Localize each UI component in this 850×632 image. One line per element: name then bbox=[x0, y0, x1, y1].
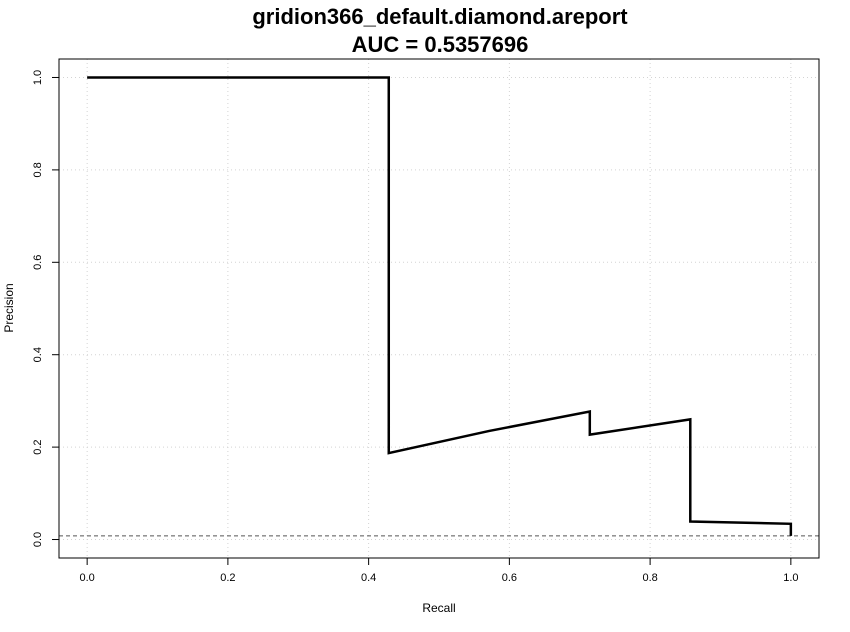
chart-title: gridion366_default.diamond.areport bbox=[252, 4, 628, 29]
x-tick-label: 0.0 bbox=[79, 572, 94, 584]
x-axis: 0.0 0.2 0.4 0.6 0.8 1.0 bbox=[79, 558, 799, 584]
x-tick-label: 0.4 bbox=[361, 572, 376, 584]
x-tick-label: 1.0 bbox=[783, 572, 798, 584]
y-tick-label: 0.2 bbox=[32, 439, 44, 454]
x-axis-label: Recall bbox=[422, 601, 455, 615]
y-tick-label: 0.8 bbox=[32, 162, 44, 177]
y-tick-label: 1.0 bbox=[32, 70, 44, 85]
x-tick-label: 0.6 bbox=[502, 572, 517, 584]
series-layer bbox=[87, 76, 793, 536]
y-axis: 0.0 0.2 0.4 0.6 0.8 1.0 bbox=[32, 70, 59, 547]
y-axis-label: Precision bbox=[2, 283, 16, 332]
y-tick-label: 0.0 bbox=[32, 532, 44, 547]
y-tick-label: 0.6 bbox=[32, 255, 44, 270]
grid bbox=[59, 59, 819, 558]
chart-subtitle: AUC = 0.5357696 bbox=[352, 32, 529, 57]
x-tick-label: 0.8 bbox=[642, 572, 657, 584]
x-tick-label: 0.2 bbox=[220, 572, 235, 584]
plot-frame bbox=[58, 58, 820, 559]
y-tick-label: 0.4 bbox=[32, 347, 44, 362]
pr-curve-line bbox=[87, 76, 793, 536]
